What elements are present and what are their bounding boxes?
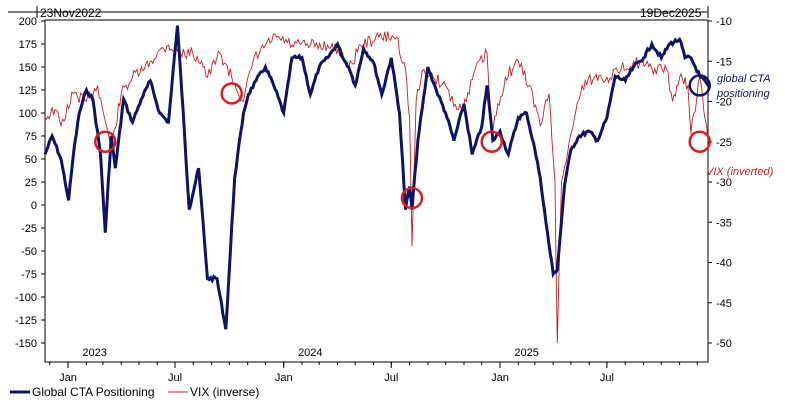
x-axis-tick-label: Jan bbox=[491, 372, 509, 384]
right-axis-tick-label: -15 bbox=[716, 56, 732, 68]
x-axis-tick-label: Jan bbox=[59, 372, 77, 384]
right-axis-tick-label: -20 bbox=[716, 97, 732, 109]
right-axis-tick-label: -30 bbox=[716, 177, 732, 189]
left-axis-tick-label: 150 bbox=[19, 62, 37, 74]
left-axis-tick-label: 100 bbox=[19, 108, 37, 120]
left-axis-tick-label: -25 bbox=[21, 223, 37, 235]
end-date-label: 19Dec2025 bbox=[640, 6, 702, 20]
right-axis: -10 -15 -20 -25 -30 -35 -40 -45 -50 bbox=[708, 16, 732, 350]
highlight-circle bbox=[94, 130, 117, 153]
year-label: 2025 bbox=[514, 347, 538, 359]
left-axis-tick-label: -150 bbox=[15, 338, 37, 350]
highlight-circle bbox=[688, 130, 711, 153]
x-axis-tick-label: Jul bbox=[600, 372, 614, 384]
left-axis-tick-label: -125 bbox=[15, 315, 37, 327]
legend-cta-label: Global CTA Positioning bbox=[32, 385, 155, 399]
right-axis-tick-label: -35 bbox=[716, 217, 732, 229]
left-axis-tick-label: 200 bbox=[19, 16, 37, 28]
left-axis-tick-label: -100 bbox=[15, 292, 37, 304]
right-axis-tick-label: -10 bbox=[716, 16, 732, 28]
x-axis-tick-label: Jul bbox=[168, 372, 182, 384]
right-axis-tick-label: -50 bbox=[716, 338, 732, 350]
right-axis-tick-label: -40 bbox=[716, 258, 732, 270]
left-axis-tick-label: -50 bbox=[21, 246, 37, 258]
cta-annotation-line2: positioning bbox=[716, 88, 770, 100]
left-axis-tick-label: 125 bbox=[19, 85, 37, 97]
plot-frame bbox=[44, 19, 709, 363]
start-date-label: 23Nov2022 bbox=[40, 6, 102, 20]
vix-series-line bbox=[44, 31, 709, 344]
right-axis-tick-label: -25 bbox=[716, 137, 732, 149]
left-axis: 200 175 150 125 100 75 50 25 0 -25 -50 -75 -100 -125 -… bbox=[15, 16, 45, 350]
cta-series-line bbox=[43, 25, 710, 330]
highlight-circle bbox=[688, 74, 711, 97]
highlight-circle bbox=[400, 186, 424, 210]
cta-annotation-line1: global CTA bbox=[717, 73, 771, 85]
highlight-circle bbox=[480, 130, 503, 153]
x-axis-tick-label: Jul bbox=[384, 372, 398, 384]
left-axis-tick-label: 0 bbox=[31, 200, 37, 212]
x-axis: Jan Jul Jan Jul Jan Jul 2023 2024 2025 bbox=[49, 347, 698, 384]
right-axis-tick-label: -45 bbox=[716, 298, 732, 310]
left-axis-tick-label: 25 bbox=[25, 177, 37, 189]
left-axis-tick-label: 175 bbox=[19, 39, 37, 51]
legend-vix-label: VIX (inverse) bbox=[190, 385, 259, 399]
highlight-circle bbox=[220, 82, 243, 105]
vix-annotation: VIX (inverted) bbox=[706, 166, 774, 178]
left-axis-tick-label: 50 bbox=[25, 154, 37, 166]
left-axis-tick-label: 75 bbox=[25, 131, 37, 143]
highlight-circles bbox=[94, 74, 711, 210]
year-label: 2024 bbox=[298, 347, 322, 359]
left-axis-tick-label: -75 bbox=[21, 269, 37, 281]
x-axis-tick-label: Jan bbox=[275, 372, 293, 384]
year-label: 2023 bbox=[82, 347, 106, 359]
